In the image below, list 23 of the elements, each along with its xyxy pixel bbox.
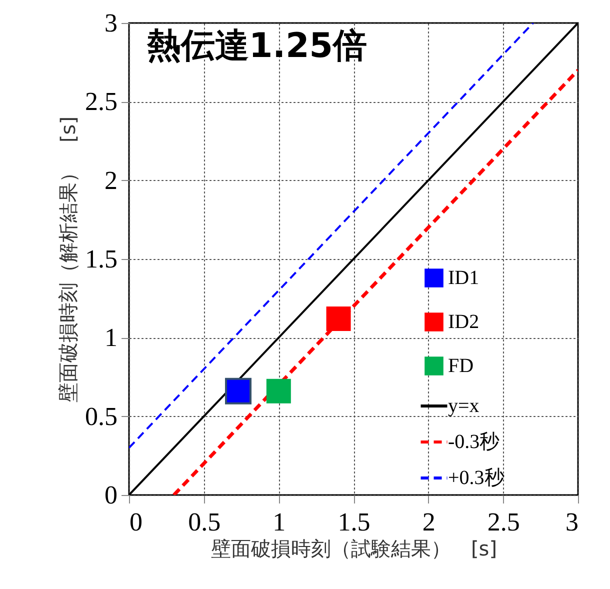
legend-label: y=x	[448, 395, 480, 417]
x-axis-title: 壁面破損時刻（試験結果） [s]	[210, 536, 498, 560]
legend-label: ID2	[448, 311, 480, 333]
y-tick-label: 1	[104, 323, 118, 352]
y-axis-title: 壁面破損時刻（解析結果） [s]	[56, 116, 80, 403]
y-tick-label: 0	[104, 480, 118, 510]
x-tick-label: 1.5	[338, 508, 370, 536]
legend-label: FD	[448, 355, 474, 377]
chart-title: 熱伝達1.25倍	[146, 26, 367, 66]
y-tick-label: 2.5	[85, 87, 118, 116]
x-tick-label: 3	[566, 508, 578, 536]
x-tick-label: 1	[272, 508, 286, 536]
x-tick-label: 2.5	[487, 508, 520, 536]
legend-label: +0.3秒	[448, 467, 504, 489]
x-tick-label: 0	[130, 508, 142, 536]
y-tick-label: 3	[104, 8, 118, 38]
y-tick-label: 1.5	[85, 244, 118, 274]
y-tick-label: 2	[104, 166, 118, 195]
legend-label: ID1	[448, 267, 480, 289]
x-tick-label: 2	[422, 508, 436, 536]
x-tick-label: 0.5	[188, 508, 221, 536]
legend-label: -0.3秒	[448, 431, 500, 453]
y-tick-label: 0.5	[85, 402, 118, 431]
